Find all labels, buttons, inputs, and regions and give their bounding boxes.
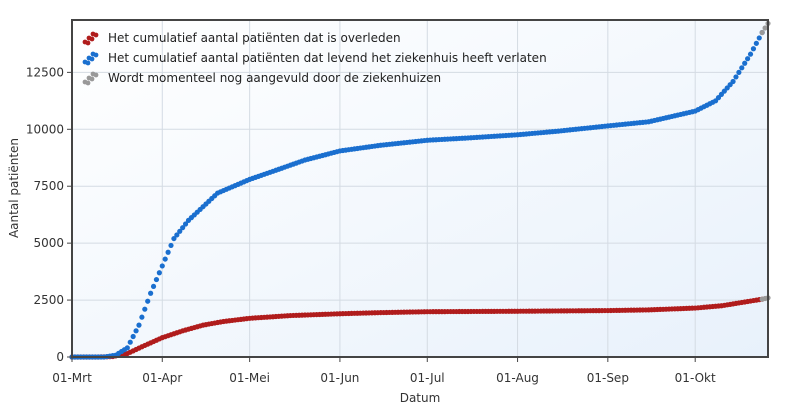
legend-marker — [93, 52, 99, 58]
data-point-discharged — [136, 322, 142, 328]
data-point-discharged — [124, 345, 130, 351]
data-point-discharged — [139, 314, 145, 320]
data-point-discharged — [142, 306, 148, 312]
legend-item-deaths[interactable]: Het cumulatief aantal patiënten dat is o… — [82, 31, 401, 46]
x-tick-label: 01-Mrt — [52, 371, 92, 385]
data-point-discharged — [168, 242, 174, 249]
x-tick-label: 01-Apr — [142, 371, 182, 385]
x-tick-label: 01-Sep — [587, 371, 629, 385]
data-point-discharged — [127, 339, 133, 345]
plot-area — [72, 20, 768, 357]
data-point-discharged — [747, 51, 754, 57]
data-point-discharged — [736, 69, 742, 75]
data-point-pending — [762, 25, 768, 31]
legend-marker — [93, 72, 99, 78]
legend-marker — [85, 80, 91, 86]
data-point-discharged — [742, 60, 748, 66]
x-axis-label: Datum — [400, 391, 441, 405]
x-axis-ticks: 01-Mrt 01-Apr 01-Mei 01-Jun 01-Jul 01-Aug 01-S… — [52, 357, 716, 385]
y-tick-label: 12500 — [26, 65, 64, 79]
x-tick-label: 01-Jun — [320, 371, 359, 385]
data-point-discharged — [150, 283, 157, 290]
data-point-discharged — [177, 228, 183, 234]
legend-item-pending[interactable]: Wordt momenteel nog aangevuld door de zi… — [82, 71, 441, 86]
legend-label: Het cumulatief aantal patiënten dat is o… — [108, 31, 401, 45]
x-tick-label: 01-Jul — [410, 371, 445, 385]
data-point-discharged — [750, 46, 757, 52]
x-tick-label: 01-Aug — [496, 371, 539, 385]
legend-label: Het cumulatief aantal patiënten dat leve… — [108, 51, 547, 65]
legend-marker — [85, 40, 91, 46]
y-tick-label: 5000 — [33, 236, 64, 250]
legend-marker — [85, 60, 91, 66]
data-point-discharged — [148, 290, 154, 296]
legend-marker — [93, 32, 99, 38]
x-tick-label: 01-Okt — [675, 371, 716, 385]
data-point-discharged — [156, 270, 162, 276]
legend-label: Wordt momenteel nog aangevuld door de zi… — [108, 71, 441, 85]
x-tick-label: 01-Mei — [229, 371, 270, 385]
data-point-discharged — [145, 298, 151, 304]
legend-item-discharged[interactable]: Het cumulatief aantal patiënten dat leve… — [82, 51, 547, 66]
y-tick-label: 7500 — [33, 179, 64, 193]
data-point-pending — [759, 29, 765, 36]
data-point-discharged — [182, 221, 189, 227]
y-tick-label: 10000 — [26, 122, 64, 136]
data-point-discharged — [745, 56, 751, 62]
data-point-discharged — [171, 235, 177, 242]
data-point-discharged — [756, 35, 762, 41]
data-point-discharged — [733, 74, 739, 80]
legend-marker — [89, 56, 95, 62]
data-point-discharged — [180, 225, 186, 231]
plot-border — [71, 19, 769, 358]
legend-marker — [89, 36, 95, 42]
legend[interactable]: Het cumulatief aantal patiënten dat is o… — [82, 31, 547, 86]
y-axis-label: Aantal patiënten — [7, 138, 21, 238]
legend-marker — [89, 76, 95, 82]
gridlines — [72, 20, 768, 357]
data-point-discharged — [159, 263, 165, 269]
data-point-discharged — [130, 333, 136, 340]
data-point-discharged — [133, 328, 139, 334]
data-point-discharged — [753, 40, 759, 46]
data-point-discharged — [165, 249, 171, 255]
data-point-discharged — [739, 65, 745, 71]
y-tick-label: 2500 — [33, 293, 64, 307]
y-axis-ticks: 0 2500 5000 7500 10000 12500 — [26, 65, 72, 364]
data-point-discharged — [162, 256, 168, 262]
y-tick-label: 0 — [56, 350, 64, 364]
data-point-discharged — [153, 276, 160, 283]
data-point-discharged — [174, 232, 180, 238]
data-point-discharged — [730, 78, 736, 85]
